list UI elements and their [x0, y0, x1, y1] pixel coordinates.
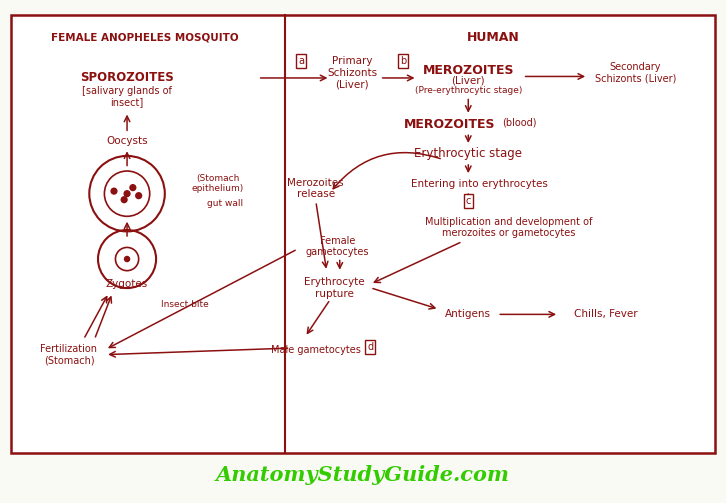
Text: b: b	[400, 56, 406, 66]
Text: Male gametocytes: Male gametocytes	[271, 345, 361, 355]
Text: Chills, Fever: Chills, Fever	[574, 309, 638, 319]
Text: Merozoites
release: Merozoites release	[287, 178, 344, 199]
Text: c: c	[465, 196, 471, 206]
Text: Female
gametocytes: Female gametocytes	[306, 236, 370, 257]
Text: Fertilization
(Stomach): Fertilization (Stomach)	[41, 344, 97, 365]
Text: Multiplication and development of
merozoites or gametocytes: Multiplication and development of merozo…	[425, 217, 592, 238]
Text: Primary
Schizonts
(Liver): Primary Schizonts (Liver)	[327, 56, 378, 90]
Text: SPOROZOITES: SPOROZOITES	[80, 71, 174, 85]
Text: MEROZOITES: MEROZOITES	[423, 64, 514, 77]
Text: Zygotes: Zygotes	[106, 279, 148, 289]
Ellipse shape	[130, 185, 136, 191]
Ellipse shape	[111, 188, 117, 194]
Text: a: a	[298, 56, 304, 66]
Text: (Liver): (Liver)	[452, 75, 485, 86]
Text: (blood): (blood)	[502, 117, 537, 127]
Text: gut wall: gut wall	[207, 199, 243, 208]
Text: Erythrocyte
rupture: Erythrocyte rupture	[303, 277, 364, 298]
Text: [salivary glands of
insect]: [salivary glands of insect]	[82, 86, 172, 107]
Text: Entering into erythrocytes: Entering into erythrocytes	[411, 179, 547, 189]
Text: Erythrocytic stage: Erythrocytic stage	[415, 147, 522, 160]
Ellipse shape	[121, 197, 127, 203]
Text: HUMAN: HUMAN	[468, 31, 520, 44]
Ellipse shape	[136, 193, 142, 199]
Text: MEROZOITES: MEROZOITES	[404, 118, 496, 131]
Text: (Stomach
epithelium): (Stomach epithelium)	[192, 174, 244, 193]
Text: (Pre-erythrocytic stage): (Pre-erythrocytic stage)	[415, 86, 522, 95]
Ellipse shape	[124, 191, 130, 197]
Text: FEMALE ANOPHELES MOSQUITO: FEMALE ANOPHELES MOSQUITO	[52, 33, 239, 43]
FancyBboxPatch shape	[11, 15, 715, 453]
Text: Insect bite: Insect bite	[161, 300, 209, 309]
Text: Secondary
Schizonts (Liver): Secondary Schizonts (Liver)	[595, 62, 676, 83]
Text: AnatomyStudyGuide.com: AnatomyStudyGuide.com	[216, 465, 510, 485]
Text: Antigens: Antigens	[445, 309, 492, 319]
Ellipse shape	[125, 257, 130, 262]
Text: Oocysts: Oocysts	[106, 136, 148, 146]
Text: d: d	[367, 342, 373, 352]
